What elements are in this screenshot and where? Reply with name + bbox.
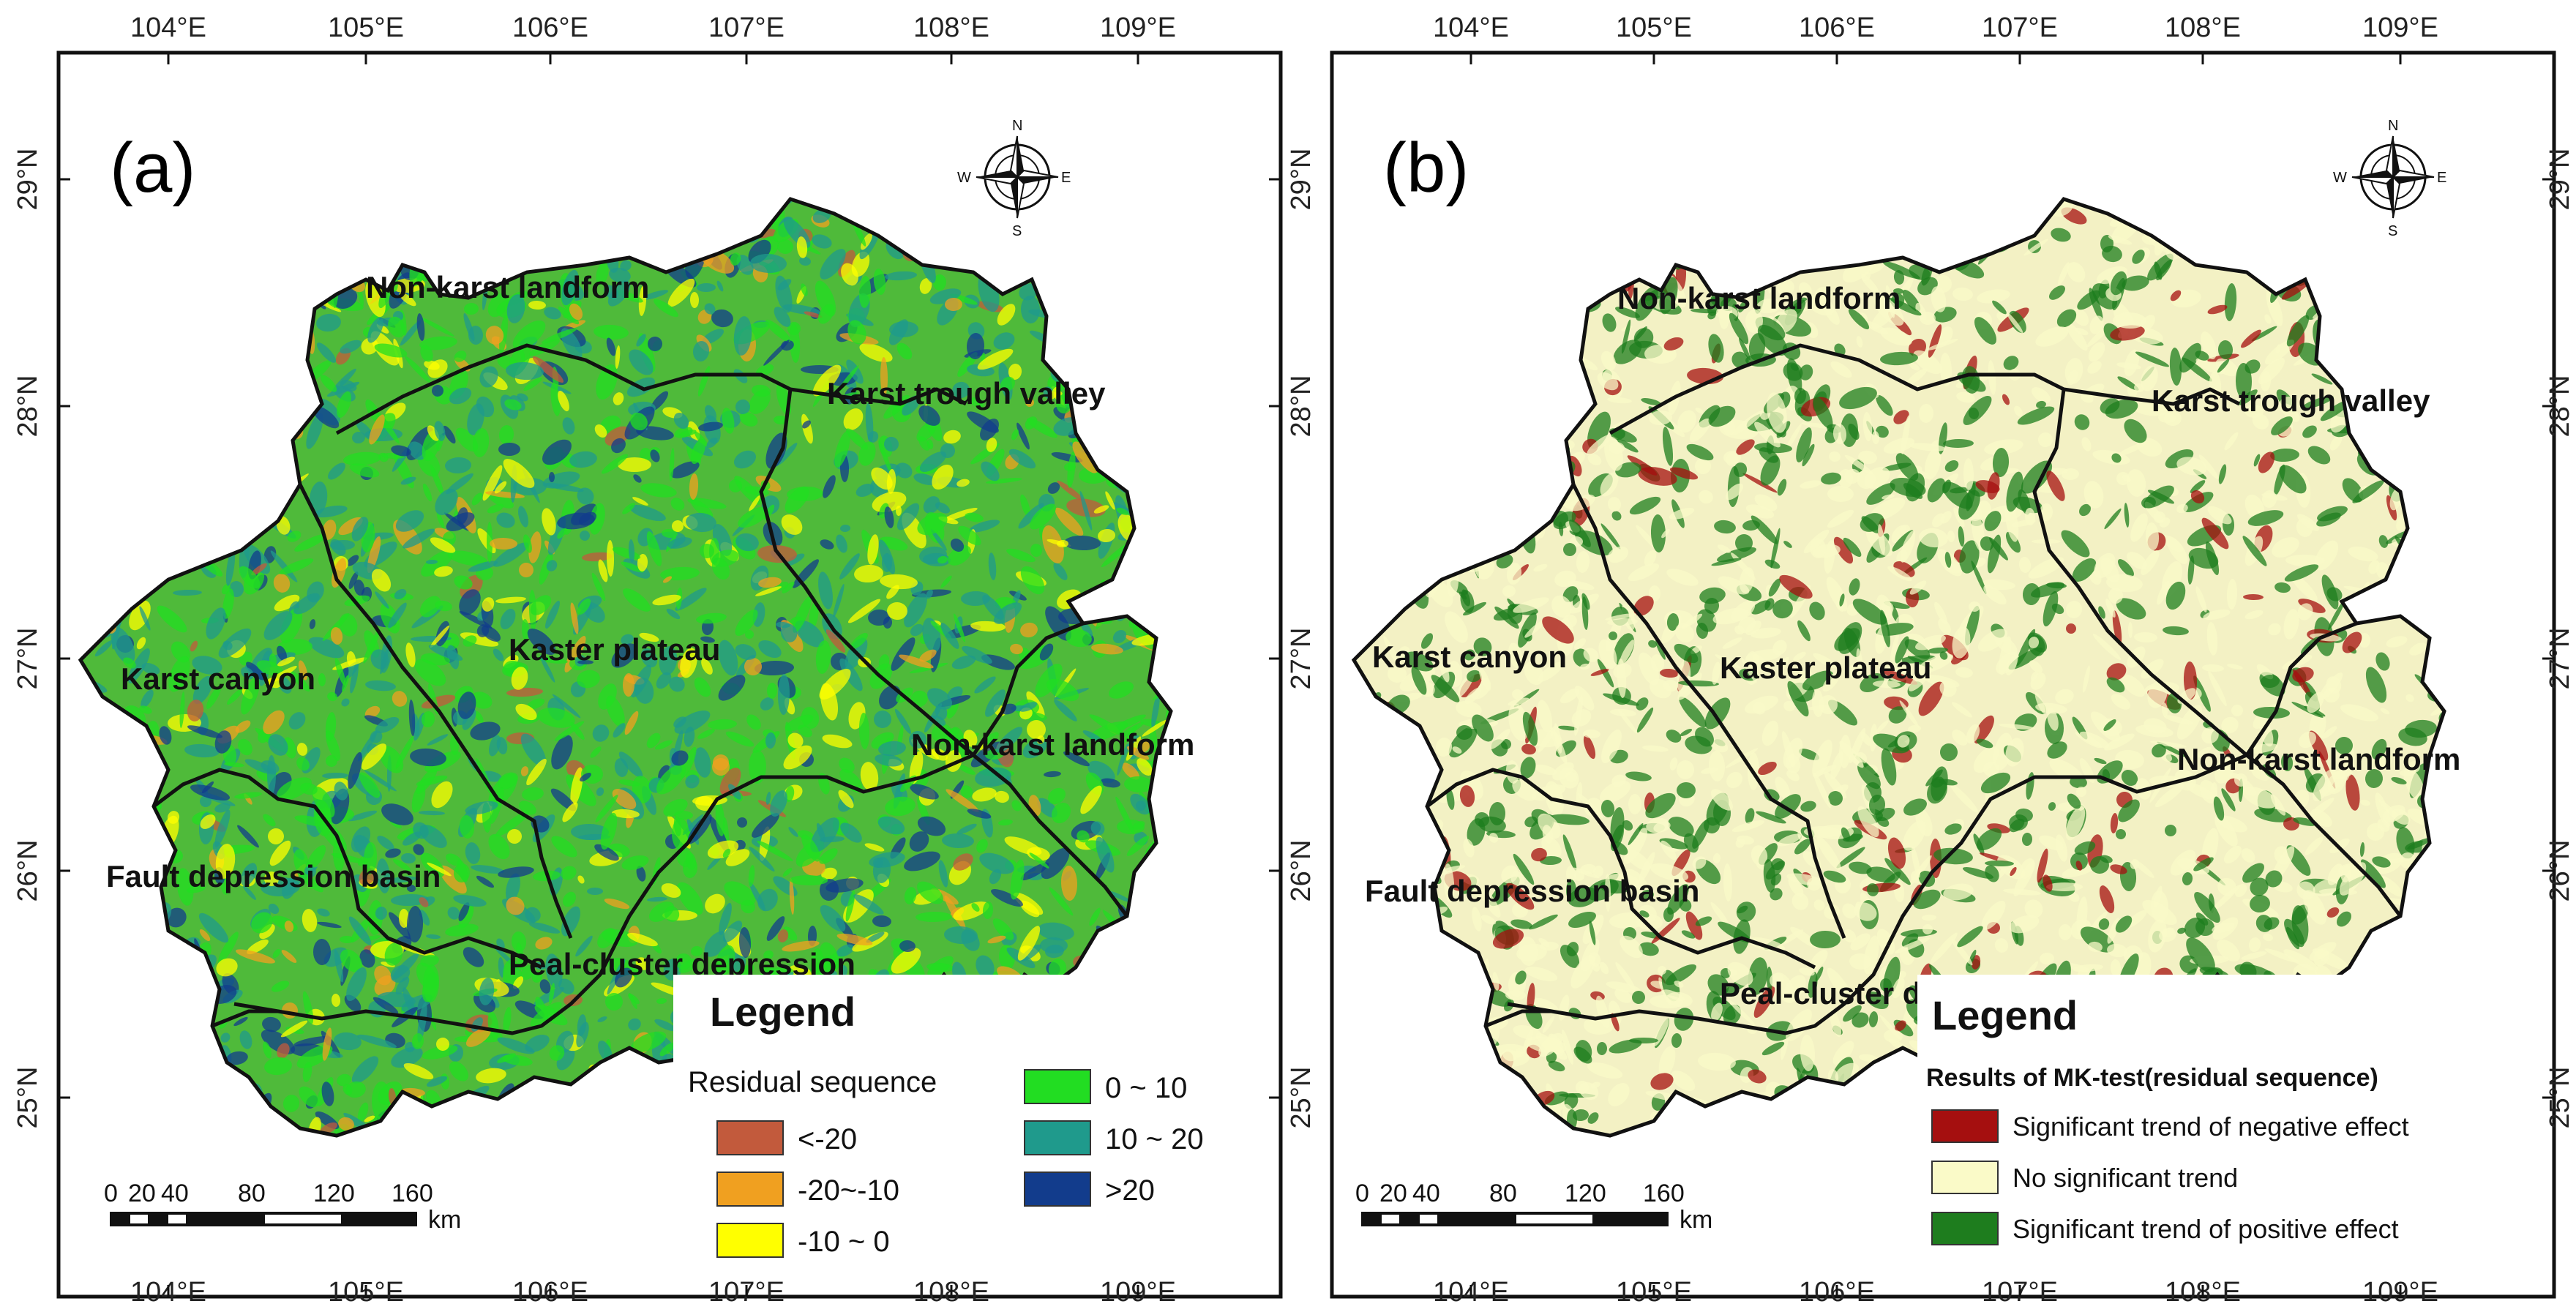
legend-swatch-neg10-0 <box>717 1223 783 1257</box>
tick-label: 106°E <box>512 12 588 43</box>
panel-a: (a) Non-karst landform Karst trough vall… <box>56 53 1281 1297</box>
tick-label: 25°N <box>1286 1067 1317 1129</box>
tick-label: 108°E <box>913 12 989 43</box>
tick-label: 28°N <box>1286 375 1317 438</box>
panel-a-region-kaster-plateau: Kaster plateau <box>509 632 720 667</box>
legend-swatch-0-10 <box>1025 1070 1090 1103</box>
tick-label: 107°E <box>1982 12 2058 43</box>
tick-label: 107°E <box>708 12 785 43</box>
legend-swatch-negative-effect <box>1932 1110 1998 1142</box>
panel-b-region-nonkarst-east: Non-karst landform <box>2177 742 2460 776</box>
svg-text:W: W <box>957 170 971 186</box>
panel-a-region-karst-canyon: Karst canyon <box>121 661 315 696</box>
legend-swatch-no-trend <box>1932 1161 1998 1193</box>
svg-text:80: 80 <box>238 1180 266 1207</box>
tick-label: 29°N <box>1286 149 1317 211</box>
tick-label: 104°E <box>130 12 206 43</box>
svg-text:-20~-10: -20~-10 <box>798 1174 899 1207</box>
panel-a-legend-subtitle: Residual sequence <box>688 1066 937 1098</box>
panel-b-region-fault-depression-basin: Fault depression basin <box>1365 874 1699 908</box>
panel-b-region-kaster-plateau: Kaster plateau <box>1720 651 1931 685</box>
tick-label: 104°E <box>1433 12 1509 43</box>
svg-text:S: S <box>1012 223 1022 239</box>
tick-label: 26°N <box>12 840 43 902</box>
panel-b-region-karst-trough-valley: Karst trough valley <box>2152 383 2430 418</box>
svg-text:0: 0 <box>104 1180 118 1207</box>
panel-b-legend-title: Legend <box>1932 992 2078 1038</box>
panel-a-legend: Legend Residual sequence <-20 -20~-10 -1… <box>673 975 1273 1289</box>
panel-a-legend-title: Legend <box>710 989 855 1035</box>
panel-a-region-karst-trough-valley: Karst trough valley <box>827 376 1106 411</box>
legend-swatch-gt-20 <box>1025 1172 1090 1206</box>
svg-text:E: E <box>1061 170 1071 186</box>
tick-label: 105°E <box>328 12 404 43</box>
legend-swatch-positive-effect <box>1932 1212 1998 1245</box>
panel-a-region-nonkarst-north: Non-karst landform <box>366 270 649 304</box>
svg-text:160: 160 <box>392 1180 433 1207</box>
tick-label: 28°N <box>2545 375 2575 438</box>
legend-swatch-neg20-neg10 <box>717 1172 783 1206</box>
panel-b-region-karst-canyon: Karst canyon <box>1372 640 1567 674</box>
svg-text:N: N <box>1012 118 1022 134</box>
panel-b: (b) Non-karst landform Karst trough vall… <box>1327 53 2554 1297</box>
legend-swatch-lt-neg20 <box>717 1121 783 1155</box>
tick-label: 27°N <box>1286 628 1317 690</box>
tick-label: 109°E <box>1100 12 1176 43</box>
tick-label: 108°E <box>2165 12 2241 43</box>
panel-a-label: (a) <box>110 129 195 207</box>
panel-b-label: (b) <box>1383 129 1469 207</box>
svg-text:20: 20 <box>128 1180 156 1207</box>
tick-label: 27°N <box>2545 628 2575 690</box>
legend-swatch-10-20 <box>1025 1121 1090 1155</box>
panel-b-legend-subtitle: Results of MK-test(residual sequence) <box>1926 1064 2378 1092</box>
tick-label: 25°N <box>12 1067 43 1129</box>
panel-b-legend: Legend Results of MK-test(residual seque… <box>1917 975 2547 1289</box>
panel-a-region-nonkarst-east: Non-karst landform <box>911 727 1194 762</box>
tick-label: 26°N <box>1286 840 1317 902</box>
svg-text:<-20: <-20 <box>798 1123 857 1155</box>
tick-label: 28°N <box>12 375 43 438</box>
svg-text:km: km <box>428 1206 461 1234</box>
panel-a-region-fault-depression-basin: Fault depression basin <box>106 859 441 893</box>
tick-label: 109°E <box>2362 12 2438 43</box>
svg-text:10 ~ 20: 10 ~ 20 <box>1105 1123 1204 1155</box>
tick-label: 29°N <box>12 149 43 211</box>
svg-text:>20: >20 <box>1105 1174 1155 1207</box>
tick-label: 26°N <box>2545 840 2575 902</box>
tick-label: 105°E <box>1616 12 1692 43</box>
svg-text:40: 40 <box>161 1180 189 1207</box>
svg-text:120: 120 <box>313 1180 355 1207</box>
tick-label: 25°N <box>2545 1067 2575 1129</box>
svg-text:-10 ~ 0: -10 ~ 0 <box>798 1226 890 1258</box>
tick-label: 29°N <box>2545 149 2575 211</box>
tick-label: 27°N <box>12 628 43 690</box>
tick-label: 106°E <box>1799 12 1875 43</box>
panel-b-region-nonkarst-north: Non-karst landform <box>1617 281 1901 315</box>
svg-text:0 ~ 10: 0 ~ 10 <box>1105 1072 1187 1104</box>
